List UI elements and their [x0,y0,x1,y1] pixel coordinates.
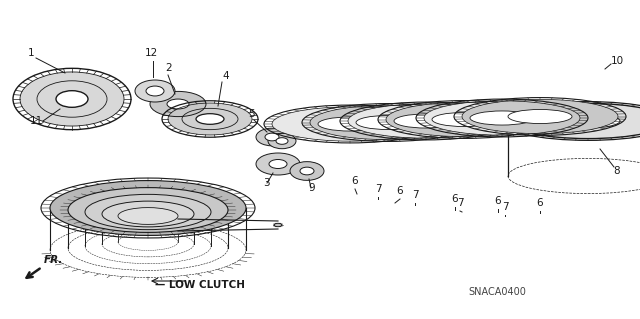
Text: 7: 7 [374,184,381,194]
Ellipse shape [386,102,542,137]
Text: FR.: FR. [44,255,63,265]
Ellipse shape [168,103,252,135]
Ellipse shape [68,188,228,233]
Ellipse shape [290,162,324,180]
Ellipse shape [256,128,288,146]
Text: 5: 5 [248,109,255,119]
Text: SNACA0400: SNACA0400 [468,287,526,297]
Text: 6: 6 [495,196,501,206]
Ellipse shape [50,181,246,235]
Text: 6: 6 [397,186,403,196]
Ellipse shape [135,80,175,102]
Ellipse shape [196,114,224,124]
Ellipse shape [85,194,211,230]
Text: 12: 12 [145,48,158,58]
Ellipse shape [150,92,206,117]
Text: 6: 6 [352,176,358,186]
Ellipse shape [300,167,314,175]
Text: 6: 6 [537,198,543,208]
Text: 7: 7 [502,202,508,212]
Text: 1: 1 [28,48,35,58]
Ellipse shape [556,114,620,128]
Ellipse shape [508,103,640,138]
Text: 3: 3 [263,178,269,188]
Ellipse shape [432,113,496,127]
Text: 6: 6 [452,194,458,204]
Ellipse shape [276,138,288,144]
Ellipse shape [146,86,164,96]
Ellipse shape [462,99,618,134]
Ellipse shape [265,133,279,141]
Ellipse shape [424,101,580,135]
Ellipse shape [167,99,189,109]
Ellipse shape [508,109,572,123]
Ellipse shape [118,208,178,224]
Text: — LOW CLUTCH: — LOW CLUTCH [155,280,245,290]
Ellipse shape [356,115,420,130]
Text: 4: 4 [222,71,228,81]
Ellipse shape [272,107,428,141]
Ellipse shape [310,105,466,140]
Text: 10: 10 [611,56,623,66]
Ellipse shape [470,111,534,125]
Ellipse shape [269,160,287,168]
Ellipse shape [394,114,458,128]
Text: 8: 8 [614,166,620,176]
Ellipse shape [268,133,296,149]
Text: 7: 7 [457,198,463,208]
Ellipse shape [56,91,88,107]
Ellipse shape [274,223,282,227]
Ellipse shape [256,153,300,175]
Ellipse shape [102,201,194,227]
Text: 11: 11 [30,116,44,126]
Text: 2: 2 [165,63,172,73]
Ellipse shape [20,72,124,126]
Text: 7: 7 [412,190,419,200]
Ellipse shape [318,117,382,131]
Ellipse shape [348,104,504,138]
Text: 9: 9 [308,183,315,193]
